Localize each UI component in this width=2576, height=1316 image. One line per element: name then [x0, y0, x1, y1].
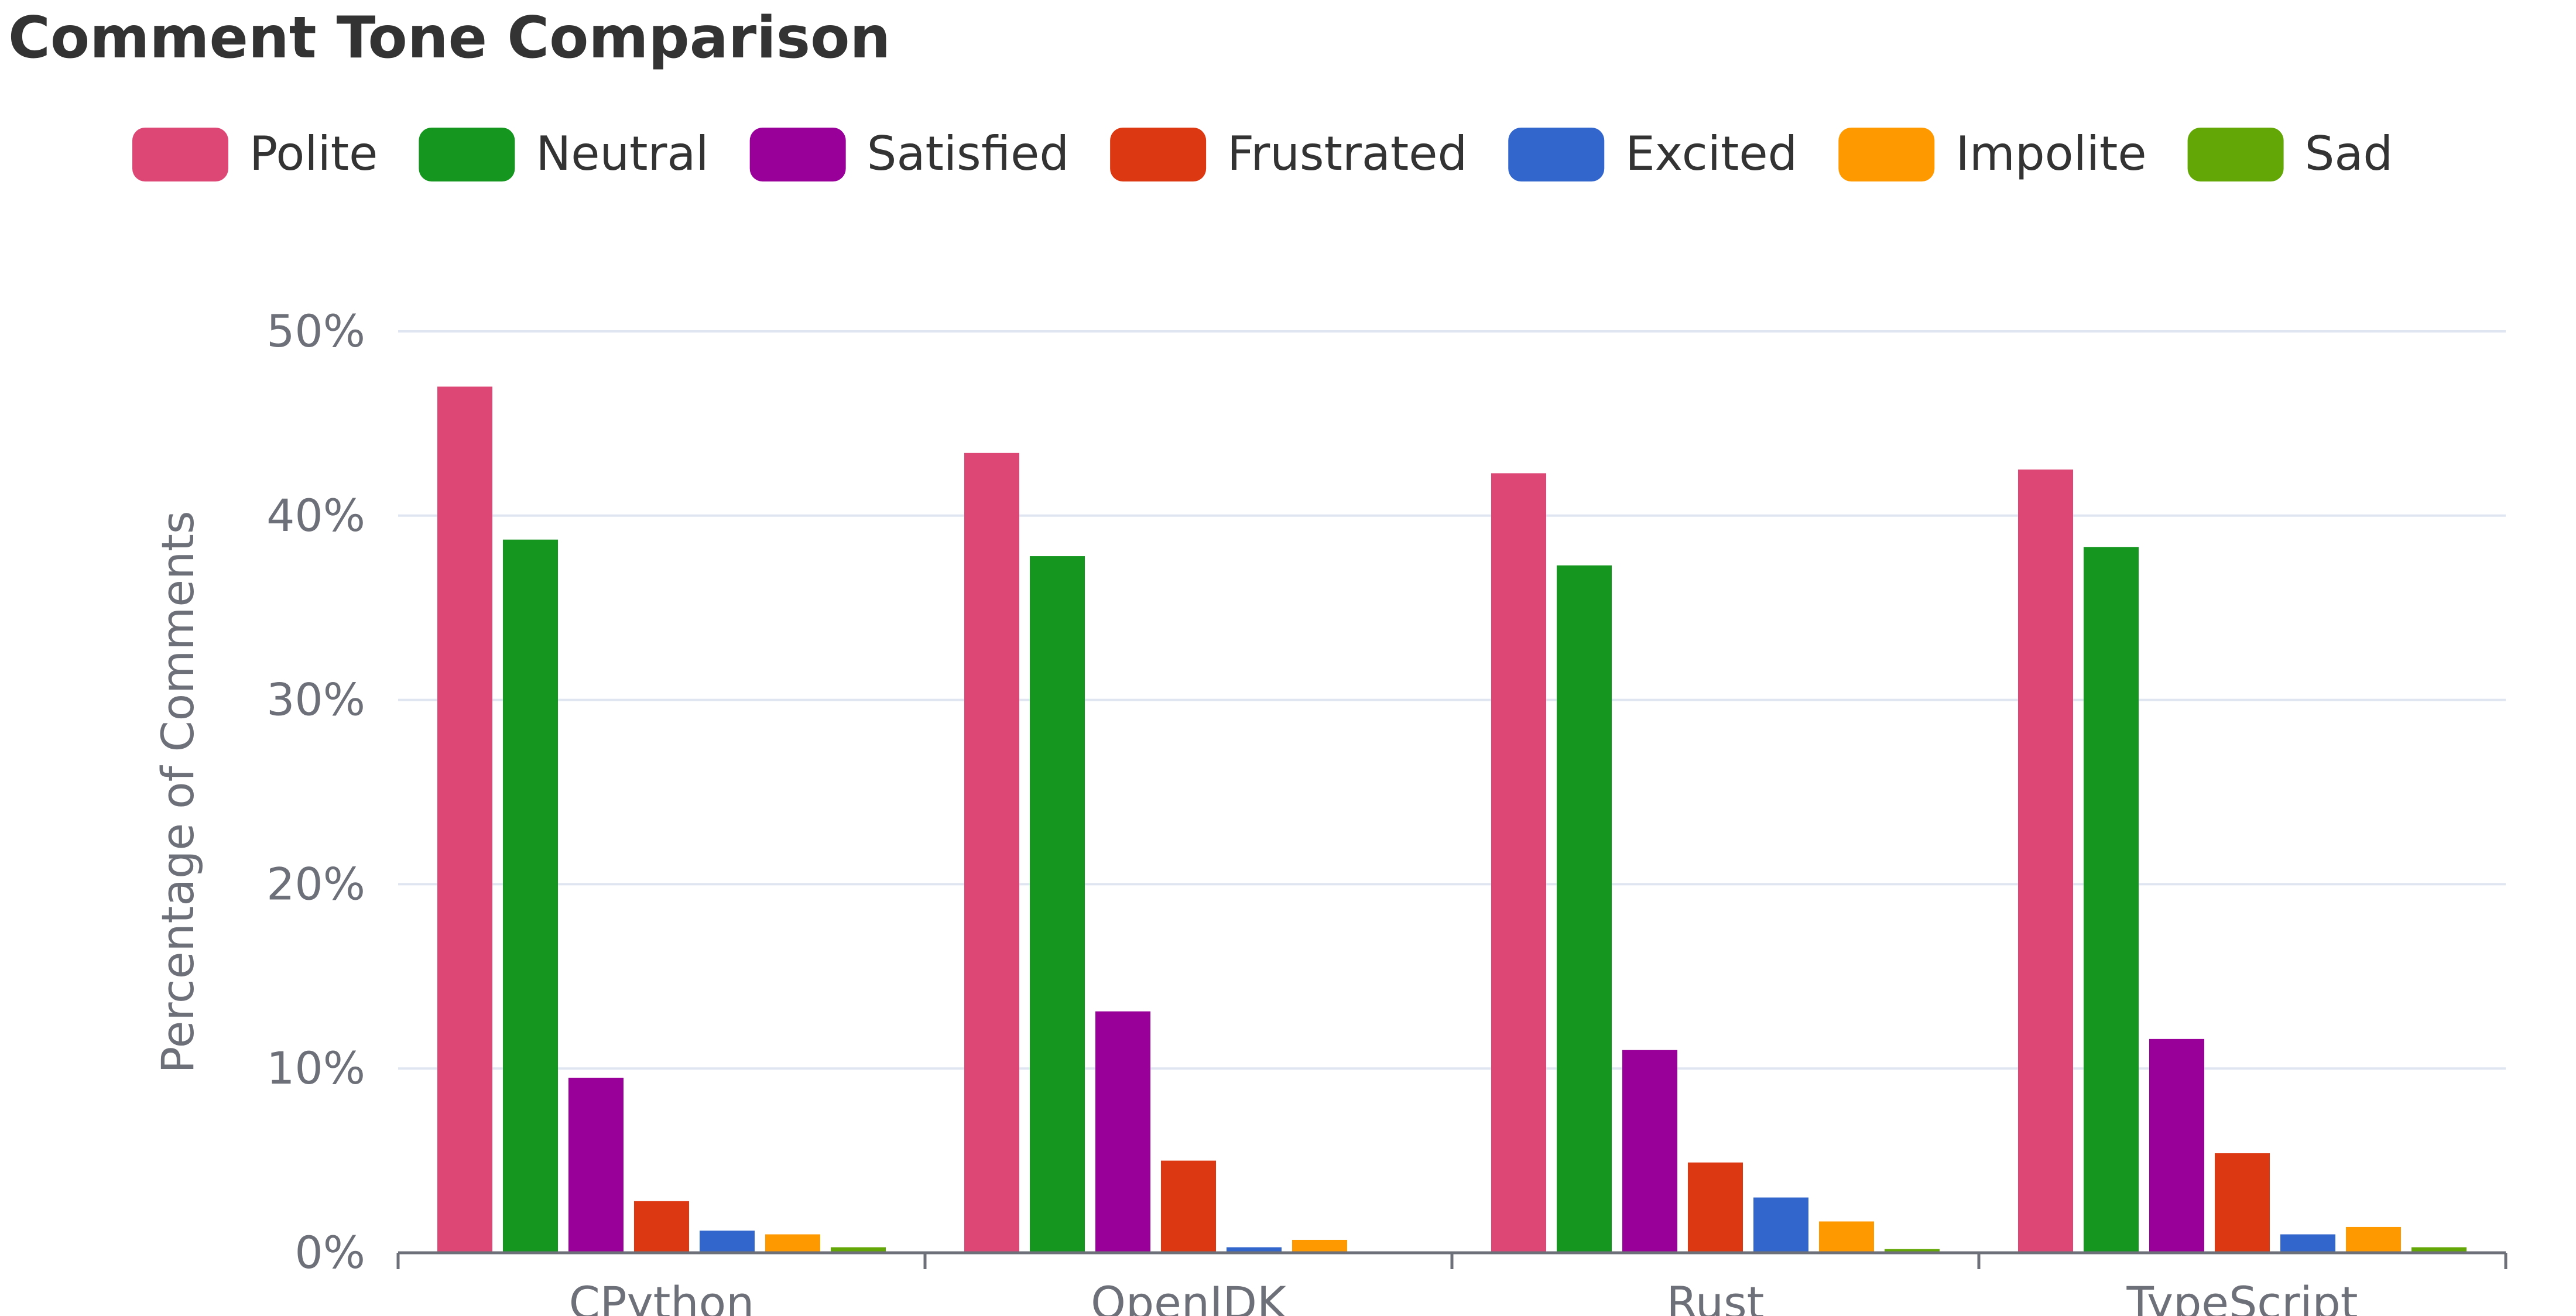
legend-item[interactable]: Frustrated — [1110, 126, 1467, 181]
x-tick-label: TypeScript — [2126, 1277, 2358, 1316]
legend-label: Neutral — [536, 126, 708, 181]
bar — [2280, 1234, 2335, 1253]
legend-swatch — [2187, 128, 2284, 181]
bar — [1292, 1239, 1347, 1253]
y-tick-label: 50% — [266, 305, 365, 357]
y-axis-title: Percentage of Comments — [152, 510, 204, 1073]
legend-item[interactable]: Excited — [1508, 126, 1797, 181]
legend-swatch — [132, 128, 228, 181]
y-tick-label: 0% — [294, 1226, 365, 1279]
bar — [1491, 473, 1546, 1253]
bar — [2411, 1247, 2467, 1253]
x-tick-label: OpenJDK — [1091, 1277, 1287, 1316]
legend-label: Sad — [2305, 126, 2393, 181]
legend-swatch — [1110, 128, 1207, 181]
legend-label: Frustrated — [1227, 126, 1467, 181]
bar — [1622, 1050, 1677, 1253]
bar — [1688, 1162, 1743, 1253]
legend-label: Polite — [249, 126, 378, 181]
bar — [634, 1201, 689, 1253]
y-tick-label: 30% — [266, 674, 365, 726]
legend-label: Impolite — [1955, 126, 2146, 181]
y-tick-label: 40% — [266, 489, 365, 542]
bar — [1227, 1247, 1282, 1253]
bar — [2018, 469, 2073, 1253]
legend-label: Satisfied — [867, 126, 1069, 181]
bar — [964, 453, 1019, 1253]
bar — [2215, 1153, 2270, 1253]
bar — [568, 1077, 624, 1253]
bar — [503, 539, 558, 1253]
chart-title: Comment Tone Comparison — [8, 5, 891, 71]
y-tick-label: 10% — [266, 1042, 365, 1094]
axes: 0% 10% 20% 30% 40% 50% Percentage of Comments C… — [152, 305, 2508, 1316]
bar — [2149, 1039, 2204, 1253]
bar — [437, 386, 492, 1253]
legend-item[interactable]: Satisfied — [749, 126, 1069, 181]
bar — [1030, 556, 1085, 1253]
bars — [437, 386, 2467, 1253]
bar — [2084, 547, 2139, 1253]
bar — [1819, 1221, 1874, 1253]
bar — [1095, 1011, 1150, 1253]
legend-item[interactable]: Polite — [132, 126, 378, 181]
x-tick-label: Rust — [1667, 1277, 1765, 1316]
legend-item[interactable]: Neutral — [419, 126, 709, 181]
legend-swatch — [1508, 128, 1605, 181]
legend-swatch — [419, 128, 515, 181]
bar — [1557, 565, 1612, 1253]
bar — [1885, 1249, 1940, 1253]
legend-item[interactable]: Impolite — [1838, 126, 2147, 181]
grid-lines — [398, 330, 2506, 1070]
bar — [1753, 1197, 1808, 1253]
x-tick-label: CPython — [569, 1277, 755, 1316]
bar — [2346, 1226, 2401, 1253]
bar — [831, 1247, 886, 1253]
legend-swatch — [1838, 128, 1935, 181]
legend: Polite Neutral Satisfied Frustrated Excited I… — [132, 126, 2393, 181]
legend-swatch — [749, 128, 846, 181]
bar — [700, 1231, 755, 1253]
legend-label: Excited — [1625, 126, 1797, 181]
bar — [1161, 1160, 1216, 1253]
y-tick-label: 20% — [266, 858, 365, 910]
legend-item[interactable]: Sad — [2187, 126, 2393, 181]
bar — [765, 1234, 820, 1253]
